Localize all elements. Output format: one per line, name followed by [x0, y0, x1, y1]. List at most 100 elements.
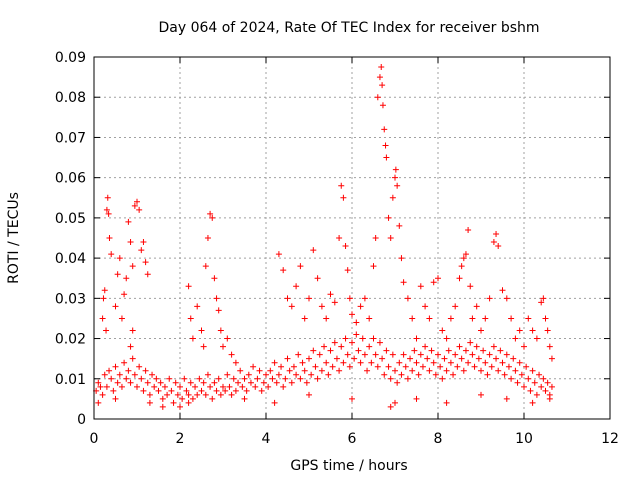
data-point — [142, 367, 149, 374]
data-point — [155, 387, 162, 394]
data-point — [366, 315, 373, 322]
data-point — [473, 303, 480, 310]
data-point — [149, 371, 156, 378]
data-point — [364, 367, 371, 374]
data-point — [123, 375, 130, 382]
data-point — [374, 363, 381, 370]
data-point — [159, 403, 166, 410]
data-point — [443, 399, 450, 406]
data-point — [232, 387, 239, 394]
data-point — [413, 335, 420, 342]
data-point — [284, 355, 291, 362]
data-point — [527, 387, 534, 394]
data-point — [546, 343, 553, 350]
data-point — [381, 371, 388, 378]
data-point — [488, 363, 495, 370]
data-point — [548, 383, 555, 390]
data-point — [95, 379, 102, 386]
data-point — [112, 363, 119, 370]
x-tick-label: 6 — [348, 431, 357, 447]
data-point — [445, 347, 452, 354]
data-point — [306, 355, 312, 362]
y-axis-title: ROTI / TECUs — [6, 192, 22, 284]
data-point — [415, 371, 422, 378]
data-point — [478, 391, 484, 398]
data-point — [177, 403, 183, 410]
y-tick-label: 0.07 — [55, 130, 86, 146]
data-point — [224, 371, 231, 378]
data-point — [462, 347, 469, 354]
data-point — [361, 295, 368, 302]
data-point — [435, 275, 441, 282]
data-point — [129, 355, 136, 362]
data-point — [544, 379, 551, 386]
data-point — [314, 275, 321, 282]
data-point — [417, 283, 424, 290]
data-point — [338, 182, 345, 189]
data-point — [426, 315, 433, 322]
data-point — [103, 206, 110, 213]
data-point — [306, 391, 312, 398]
data-point — [118, 315, 125, 322]
data-point — [153, 375, 160, 382]
data-point — [256, 367, 263, 374]
y-tick-label: 0.02 — [55, 332, 86, 348]
data-point — [284, 295, 291, 302]
data-point — [144, 379, 151, 386]
data-point — [396, 222, 403, 229]
data-point — [465, 359, 472, 366]
data-point — [398, 371, 405, 378]
data-point — [127, 239, 134, 246]
data-point — [125, 367, 132, 374]
data-point — [471, 363, 478, 370]
data-point — [170, 399, 177, 406]
data-point — [465, 226, 472, 233]
data-point — [379, 355, 386, 362]
data-point — [538, 383, 545, 390]
data-point — [213, 387, 220, 394]
data-point — [159, 395, 166, 402]
data-point — [275, 251, 282, 258]
data-point — [456, 343, 463, 350]
data-point — [340, 359, 347, 366]
data-point — [475, 355, 482, 362]
data-point — [495, 243, 502, 250]
data-point — [123, 275, 130, 282]
data-point — [398, 255, 405, 262]
data-point — [372, 235, 379, 241]
data-point — [344, 267, 351, 274]
data-point — [183, 387, 190, 394]
data-point — [134, 383, 140, 390]
data-point — [301, 367, 308, 374]
data-point — [127, 379, 134, 386]
data-point — [376, 339, 383, 346]
data-point — [428, 347, 435, 354]
data-point — [142, 259, 149, 266]
data-point — [447, 315, 454, 322]
data-point — [207, 383, 214, 390]
data-point — [514, 379, 521, 386]
data-point — [503, 351, 510, 358]
data-point — [493, 355, 500, 362]
data-point — [353, 331, 360, 338]
data-point — [213, 295, 220, 302]
data-point — [460, 255, 467, 262]
data-point — [116, 371, 123, 378]
data-point — [374, 94, 381, 101]
data-point — [353, 319, 360, 326]
data-point — [209, 395, 216, 402]
y-tick-label: 0.04 — [55, 251, 86, 267]
data-point — [456, 275, 463, 282]
x-tick-label: 12 — [601, 431, 619, 447]
data-point — [400, 351, 407, 358]
data-point — [469, 315, 476, 322]
data-point — [473, 343, 480, 350]
data-point — [379, 82, 386, 89]
data-point — [512, 367, 519, 374]
data-point — [536, 371, 543, 378]
data-point — [232, 359, 239, 366]
data-point — [467, 283, 474, 290]
data-point — [346, 295, 353, 302]
data-point — [544, 327, 551, 334]
